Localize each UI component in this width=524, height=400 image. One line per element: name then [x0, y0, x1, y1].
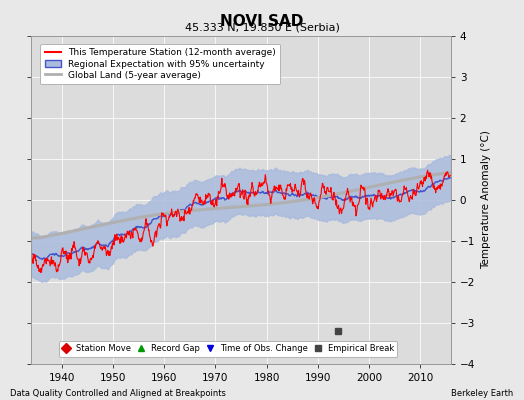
Text: Berkeley Earth: Berkeley Earth — [451, 389, 514, 398]
Legend: Station Move, Record Gap, Time of Obs. Change, Empirical Break: Station Move, Record Gap, Time of Obs. C… — [59, 341, 398, 356]
Y-axis label: Temperature Anomaly (°C): Temperature Anomaly (°C) — [481, 130, 490, 270]
Text: NOVI SAD: NOVI SAD — [220, 14, 304, 29]
Text: 45.333 N, 19.850 E (Serbia): 45.333 N, 19.850 E (Serbia) — [184, 22, 340, 32]
Text: Data Quality Controlled and Aligned at Breakpoints: Data Quality Controlled and Aligned at B… — [10, 389, 226, 398]
